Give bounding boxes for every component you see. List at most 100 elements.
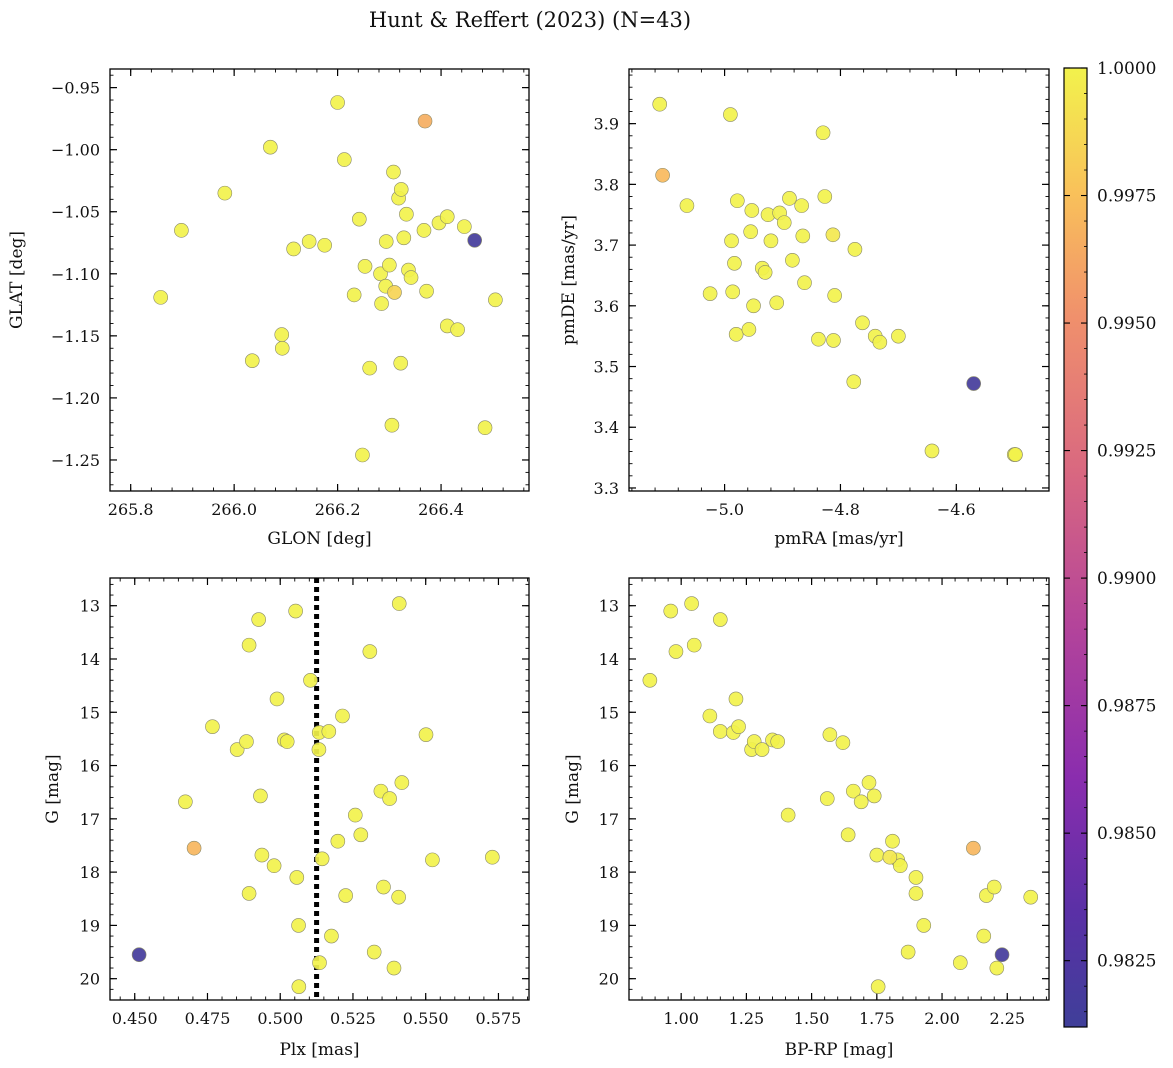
y-tick-label: 16 (599, 757, 619, 776)
data-point (418, 727, 434, 742)
data-point (467, 232, 482, 248)
y-tick-label: −1.00 (51, 141, 100, 160)
panel-4: 1.00 1.25 1.50 1.75 2.00 2.25 13 14 15 16 17 18 19 20… (563, 577, 1050, 1060)
data-point (846, 374, 862, 390)
y-tick-label: 3.4 (594, 418, 619, 437)
data-point (797, 275, 812, 291)
data-point (362, 360, 377, 376)
data-point (274, 340, 290, 356)
x-tick-label: −4.8 (821, 500, 860, 519)
data-point (794, 198, 809, 213)
data-point (702, 286, 718, 301)
data-point (347, 807, 363, 823)
data-point (855, 315, 870, 331)
data-point (684, 596, 699, 611)
data-point (291, 918, 306, 933)
data-point (373, 266, 388, 282)
data-point (853, 794, 869, 810)
data-point (312, 955, 327, 971)
data-point (924, 443, 940, 459)
data-point (642, 673, 658, 688)
data-point (744, 203, 760, 218)
colorbar-tick-label: 0.9975 (1097, 187, 1156, 207)
y-tick-label: 20 (599, 970, 619, 989)
panel-2: −5.0 −4.8 −4.6 3.3 3.4 3.5 3.6 3.7 3.8 3.9 pmRA [m… (559, 68, 1050, 549)
y-tick-label: 16 (80, 757, 100, 776)
data-point (330, 95, 345, 110)
data-point (403, 270, 419, 285)
y-tick-label: 18 (599, 863, 619, 882)
data-point (386, 960, 402, 976)
data-point (239, 734, 254, 749)
data-point (795, 228, 811, 244)
data-point (763, 233, 779, 249)
data-point (811, 331, 826, 347)
x-tick-label: 1.25 (729, 1009, 765, 1028)
data-point (872, 334, 888, 350)
panel-3: 0.450 0.475 0.500 0.525 0.550 0.575 13 14 15 16 17… (43, 577, 530, 1060)
y-tick-label: 20 (80, 970, 100, 989)
data-point (174, 223, 189, 238)
y-tick-label: 3.9 (594, 115, 619, 134)
colorbar-tick-label: 0.9825 (1097, 952, 1156, 972)
data-point (870, 979, 886, 994)
data-point (976, 928, 992, 944)
data-point (374, 296, 389, 311)
y-tick-label: 14 (80, 650, 100, 669)
data-point (485, 849, 500, 865)
data-point (357, 259, 373, 274)
colorbar-tick-label: 0.9875 (1097, 697, 1156, 717)
y-tick-label: −1.10 (51, 265, 100, 284)
data-point (346, 287, 362, 303)
data-point (741, 322, 757, 337)
data-point (826, 333, 841, 348)
data-point (713, 612, 728, 627)
x-axis-label: Plx [mas] (279, 1040, 359, 1060)
data-point (229, 742, 245, 757)
axes-frame (109, 68, 530, 492)
data-point (439, 209, 455, 224)
y-tick-label: 19 (599, 916, 619, 935)
data-point (241, 637, 257, 653)
data-point (217, 185, 233, 201)
x-tick-label: 2.25 (989, 1009, 1025, 1028)
data-point (391, 596, 407, 611)
data-point (457, 219, 472, 234)
data-point (782, 191, 797, 206)
y-tick-label: 19 (80, 916, 100, 935)
minor-ticks (110, 578, 529, 1001)
data-point (822, 727, 838, 742)
data-point (353, 827, 369, 843)
colorbar-tick-label: 0.9925 (1097, 442, 1156, 462)
axes-frame (628, 577, 1050, 1001)
y-tick-label: −1.15 (51, 327, 100, 346)
panel-1: 265.8 266.0 266.2 266.4 −0.95 −1.00 −1.05 −1.10… (7, 68, 530, 549)
x-tick-label: 0.550 (403, 1009, 449, 1028)
y-tick-label: −1.05 (51, 203, 100, 222)
data-point (861, 775, 877, 790)
data-point (743, 224, 758, 240)
data-point (916, 918, 932, 933)
data-point (725, 284, 740, 300)
data-point (668, 644, 684, 659)
y-tick-label: −0.95 (51, 79, 100, 98)
data-point (263, 139, 278, 155)
y-tick-label: 17 (599, 810, 619, 829)
data-point (769, 295, 785, 311)
data-point (450, 322, 465, 337)
data-point (131, 947, 147, 963)
data-point (780, 807, 796, 823)
data-point (314, 851, 330, 867)
data-point (728, 327, 744, 342)
data-point (728, 691, 744, 707)
data-point (186, 840, 202, 856)
colorbar-tick-label: 0.9950 (1097, 314, 1156, 334)
data-point (382, 257, 397, 273)
data-point (251, 612, 266, 627)
data-point (869, 847, 885, 863)
data-point (254, 847, 270, 863)
data-point (288, 603, 303, 619)
data-point (686, 637, 702, 653)
data-point (730, 193, 745, 209)
data-point (321, 724, 337, 739)
